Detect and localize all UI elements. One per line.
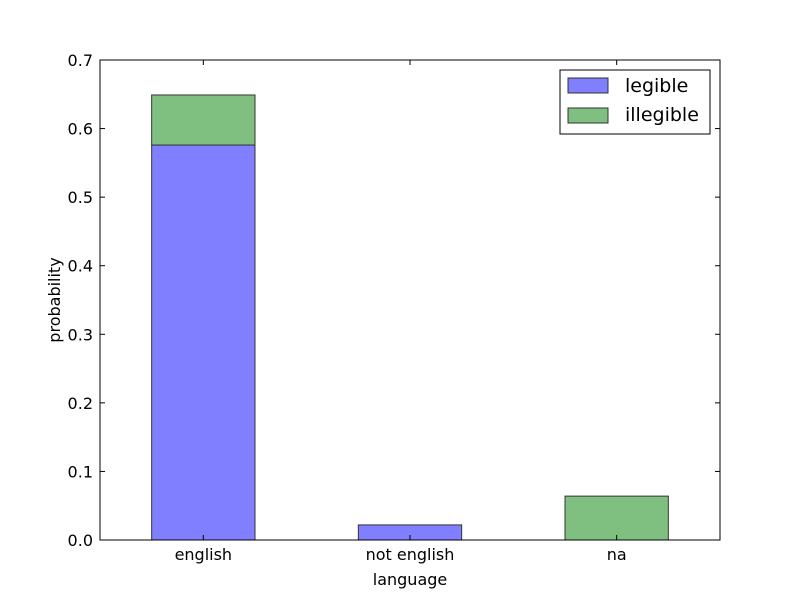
- bar-illegible-na: [564, 495, 669, 541]
- x-tick-label: not english: [366, 545, 455, 564]
- y-tick-label: 0.2: [68, 394, 93, 413]
- legend: legible illegible: [559, 69, 711, 135]
- x-tick-label: english: [175, 545, 233, 564]
- y-tick-label: 0.3: [68, 325, 93, 344]
- y-tick-label: 0.5: [68, 188, 93, 207]
- y-tick-label: 0.6: [68, 120, 93, 139]
- y-tick-label: 0.4: [68, 257, 93, 276]
- legend-label-illegible: illegible: [625, 104, 699, 126]
- bar-legible-english: [151, 144, 256, 541]
- x-axis-label: language: [373, 570, 448, 589]
- x-tick-label: na: [607, 545, 627, 564]
- ticks-layer: english not english na 0.0 0.1 0.2 0.3 0.4 0.5 0.…: [68, 51, 720, 564]
- legend-swatch-legible: [567, 77, 609, 94]
- bars-layer: [151, 94, 669, 541]
- bar-illegible-english: [151, 94, 256, 146]
- y-tick-label: 0.7: [68, 51, 93, 70]
- legend-swatch-illegible: [567, 107, 609, 124]
- y-tick-label: 0.0: [68, 531, 93, 550]
- legend-label-legible: legible: [625, 75, 688, 97]
- y-tick-label: 0.1: [68, 462, 93, 481]
- y-axis-label: probability: [45, 257, 64, 342]
